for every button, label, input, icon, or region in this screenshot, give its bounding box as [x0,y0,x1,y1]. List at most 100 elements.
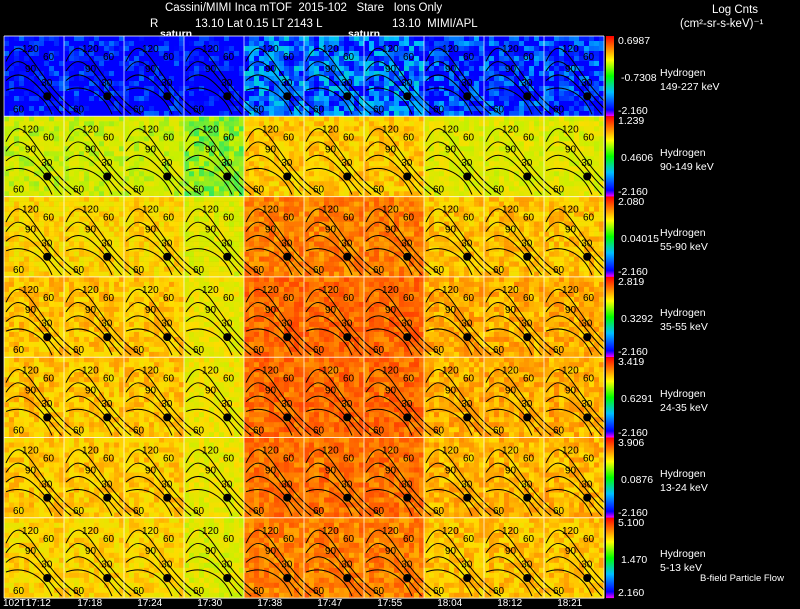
heatmap-cell [59,61,65,67]
heatmap-cell [509,46,515,52]
heatmap-cell [504,61,510,67]
heatmap-cell [49,181,55,187]
heatmap-cell [244,151,250,157]
heatmap-cell [74,36,80,42]
heatmap-cell [464,126,470,132]
heatmap-cell [444,101,450,107]
heatmap-cell [324,96,330,102]
heatmap-cell [19,66,25,72]
heatmap-cell [289,196,295,202]
heatmap-cell [534,81,540,87]
heatmap-cell [19,146,25,152]
heatmap-cell [389,91,395,97]
heatmap-cell [494,101,500,107]
heatmap-cell [589,51,595,57]
heatmap-cell [69,36,75,42]
heatmap-cell [129,121,135,127]
heatmap-cell [514,191,520,197]
heatmap-cell [24,186,30,192]
heatmap-cell [144,121,150,127]
heatmap-cell [469,81,475,87]
heatmap-cell [569,56,575,62]
heatmap-cell [84,176,90,182]
heatmap-cell [489,36,495,42]
heatmap-cell [129,56,135,62]
heatmap-cell [94,66,100,72]
heatmap-cell [109,171,115,177]
heatmap-cell [304,126,310,132]
heatmap-cell [519,86,525,92]
heatmap-cell [114,236,120,242]
heatmap-cell [414,131,420,137]
heatmap-cell [119,166,125,172]
heatmap-cell [49,166,55,172]
heatmap-cell [34,41,40,47]
heatmap-cell [14,121,20,127]
heatmap-cell [149,51,155,57]
heatmap-cell [579,121,585,127]
heatmap-cell [74,61,80,67]
heatmap-cell [364,171,370,177]
heatmap-cell [104,206,110,212]
heatmap-cell [264,161,270,167]
heatmap-cell [434,111,440,117]
heatmap-cell [244,176,250,182]
heatmap-cell [409,96,415,102]
heatmap-cell [349,86,355,92]
heatmap-cell [209,81,215,87]
heatmap-cell [494,171,500,177]
heatmap-cell [149,116,155,122]
heatmap-cell [149,96,155,102]
heatmap-cell [269,51,275,57]
heatmap-cell [259,81,265,87]
heatmap-cell [94,141,100,147]
heatmap-cell [189,121,195,127]
heatmap-cell [34,76,40,82]
heatmap-cell [119,106,125,112]
heatmap-cell [414,41,420,47]
heatmap-cell [134,256,140,262]
heatmap-cell [204,71,210,77]
heatmap-cell [59,131,65,137]
heatmap-cell [184,151,190,157]
heatmap-cell [449,51,455,57]
heatmap-cell [334,176,340,182]
heatmap-cell [574,61,580,67]
heatmap-cell [349,106,355,112]
heatmap-cell [154,106,160,112]
heatmap-cell [354,36,360,42]
heatmap-cell [44,81,50,87]
heatmap-cell [464,121,470,127]
heatmap-cell [429,161,435,167]
heatmap-cell [134,176,140,182]
heatmap-cell [174,136,180,142]
heatmap-cell [344,81,350,87]
heatmap-cell [479,86,485,92]
heatmap-cell [504,161,510,167]
heatmap-cell [579,41,585,47]
heatmap-cell [349,41,355,47]
heatmap-cell [369,76,375,82]
heatmap-cell [289,71,295,77]
heatmap-cell [109,56,115,62]
heatmap-cell [439,76,445,82]
heatmap-cell [599,56,605,62]
heatmap-cell [214,36,220,42]
heatmap-cell [299,56,305,62]
heatmap-cell [304,116,310,122]
heatmap-cell [19,51,25,57]
heatmap-cell [4,186,10,192]
heatmap-cell [59,46,65,52]
heatmap-cell [179,51,185,57]
heatmap-cell [304,86,310,92]
heatmap-cell [469,51,475,57]
heatmap-cell [574,36,580,42]
heatmap-cell [159,126,165,132]
heatmap-cell [99,141,105,147]
heatmap-cell [124,116,130,122]
heatmap-cell [159,61,165,67]
heatmap-cell [474,81,480,87]
heatmap-cell [349,51,355,57]
heatmap-cell [564,81,570,87]
